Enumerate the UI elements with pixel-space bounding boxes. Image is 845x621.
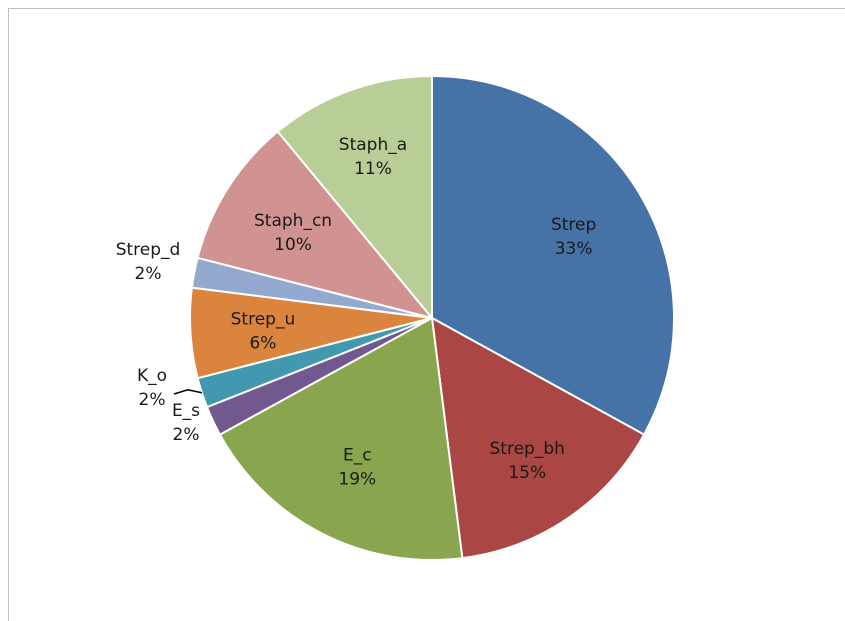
slice-labels: Strep 33% Strep_bh 15% E_c 19% E_s 2% K_o 2% Strep…: [116, 135, 597, 490]
slice-label-staph-a: Staph_a: [339, 135, 407, 155]
slice-label-staph-cn: Staph_cn: [254, 211, 332, 231]
slice-percent-strep: 33%: [555, 239, 593, 259]
slice-label-strep-bh: Strep_bh: [490, 439, 565, 459]
slice-percent-staph-a: 11%: [354, 159, 392, 179]
slice-percent-e-s: 2%: [173, 425, 200, 445]
pie-slice-strep-bh: [430, 316, 646, 560]
slice-label-strep-u: Strep_u: [231, 310, 296, 330]
pie-slice-staph-cn: [196, 130, 435, 320]
slice-percent-e-c: 19%: [338, 470, 376, 490]
slice-label-strep-d: Strep_d: [116, 240, 181, 260]
slice-label-e-c: E_c: [343, 446, 372, 466]
leader-line-k-o: [173, 389, 203, 395]
slice-percent-strep-d: 2%: [135, 264, 162, 284]
pie-slice-staph-a: [276, 74, 433, 321]
pie-slice-strep: [431, 74, 675, 436]
pie-slice-e-c: [218, 316, 464, 561]
slice-percent-strep-u: 6%: [249, 334, 276, 354]
slice-label-e-s: E_s: [172, 401, 200, 421]
slice-label-k-o: K_o: [137, 366, 167, 386]
slice-percent-k-o: 2%: [139, 390, 166, 410]
slice-label-strep: Strep: [551, 215, 596, 235]
leader-lines: [173, 389, 203, 395]
slice-percent-staph-cn: 10%: [274, 235, 312, 255]
slice-percent-strep-bh: 15%: [508, 463, 546, 483]
pie-slices: [189, 74, 675, 561]
